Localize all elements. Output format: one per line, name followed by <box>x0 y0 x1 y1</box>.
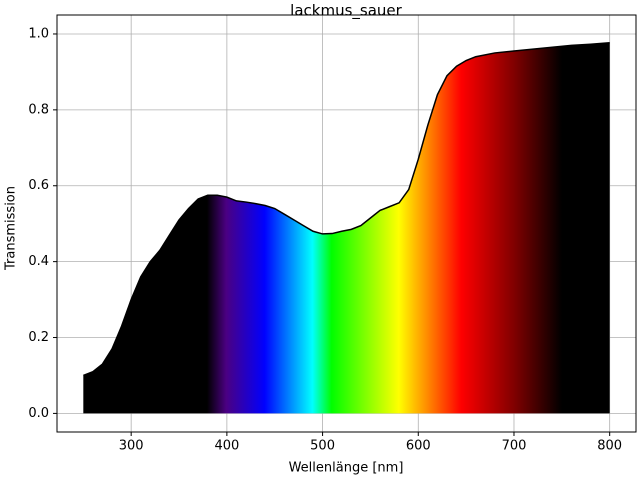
x-tick-label: 300 <box>119 439 144 454</box>
x-tick-label: 700 <box>502 439 527 454</box>
y-tick-label: 0.0 <box>28 406 49 421</box>
chart-title: lackmus_sauer <box>290 2 402 21</box>
spectrum-area <box>83 42 610 414</box>
y-tick-label: 0.4 <box>28 254 49 269</box>
y-tick-label: 0.2 <box>28 330 49 345</box>
y-axis-label: Transmission <box>4 186 19 271</box>
y-tick-label: 0.8 <box>28 102 49 117</box>
x-tick-label: 400 <box>214 439 239 454</box>
y-tick-label: 1.0 <box>28 26 49 41</box>
plot-frame <box>56 14 637 433</box>
x-tick-label: 500 <box>310 439 335 454</box>
y-tick-label: 0.6 <box>28 178 49 193</box>
x-tick-label: 600 <box>406 439 431 454</box>
x-tick-label: 800 <box>597 439 622 454</box>
line <box>83 41 610 377</box>
x-axis-label: Wellenlänge [nm] <box>289 461 404 476</box>
